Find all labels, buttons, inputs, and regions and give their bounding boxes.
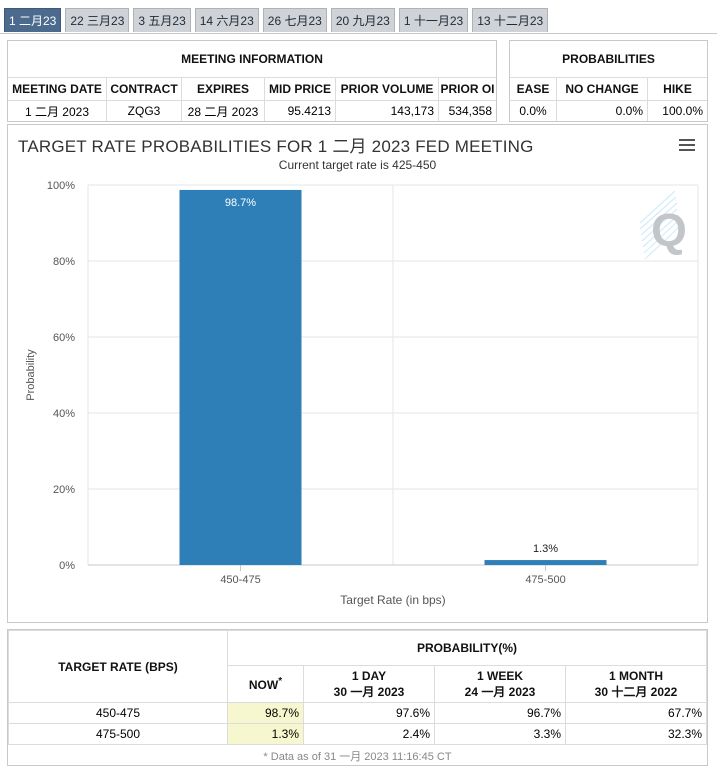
expires-value: 28 二月 2023 [181,100,265,121]
one-day-cell: 97.6% [303,702,435,724]
now-cell: 98.7% [227,702,304,724]
meeting-information-panel: MEETING INFORMATION MEETING DATE CONTRAC… [7,40,497,122]
header-hike: HIKE [647,77,707,101]
x-axis-title: Target Rate (in bps) [340,593,445,607]
rate-cell: 450-475 [8,702,228,724]
mid-price-value: 95.4213 [264,100,336,121]
header-no-change: NO CHANGE [556,77,648,101]
probabilities-panel: PROBABILITIES EASE NO CHANGE HIKE 0.0% 0… [509,40,708,122]
ease-value: 0.0% [510,100,557,121]
bar-450-475 [179,189,302,565]
one-week-header: 1 WEEK 24 一月 2023 [434,665,566,703]
one-month-header: 1 MONTH 30 十二月 2022 [565,665,707,703]
header-contract: CONTRACT [106,77,182,101]
data-label: 1.3% [533,543,558,555]
tab-13-dec-23[interactable]: 13 十二月23 [472,8,549,32]
tab-1-feb-23[interactable]: 1 二月23 [4,8,62,32]
meeting-information-table: MEETING DATE CONTRACT EXPIRES MID PRICE … [8,77,496,121]
one-day-label: 1 DAY [351,668,387,683]
tab-14-jun-23[interactable]: 14 六月23 [194,8,259,32]
one-week-cell: 3.3% [434,723,566,745]
probability-history-table: TARGET RATE (BPS) PROBABILITY(%) NOW* 1 … [8,630,707,745]
now-label: NOW [248,678,279,692]
x-tick-label: 475-500 [525,574,565,586]
one-week-label: 1 WEEK [476,668,523,683]
hike-value: 100.0% [647,100,707,121]
probabilities-table: EASE NO CHANGE HIKE 0.0% 0.0% 100.0% [510,77,707,121]
one-month-cell: 67.7% [565,702,707,724]
one-month-label: 1 MONTH [609,668,663,683]
header-meeting-date: MEETING DATE [8,77,107,101]
y-tick-label: 0% [59,560,75,572]
cme-logo-icon: Q [639,190,687,260]
data-timestamp-footnote: * Data as of 31 一月 2023 11:16:45 CT [263,751,452,763]
one-week-date: 24 一月 2023 [464,684,536,699]
table-row: 450-475 98.7% 97.6% 96.7% 67.7% [8,702,707,724]
header-expires: EXPIRES [181,77,265,101]
tab-1-nov-23[interactable]: 1 十一月23 [398,8,469,32]
now-header: NOW* [227,665,304,703]
prior-oi-value: 534,358 [438,100,496,121]
one-month-date: 30 十二月 2022 [594,684,678,699]
probability-group-header: PROBABILITY(%) [227,630,707,666]
tab-3-may-23[interactable]: 3 五月23 [133,8,191,32]
data-label: 98.7% [225,197,256,209]
header-ease: EASE [510,77,557,101]
probability-bar-chart: 0% 20% 40% 60% 80% 100% 98.7% 450-475 1.3% 475-50… [25,180,699,607]
meeting-information-title: MEETING INFORMATION [181,52,323,66]
one-month-cell: 32.3% [565,723,707,745]
one-day-cell: 2.4% [303,723,435,745]
chart-menu-icon[interactable] [679,139,695,152]
rate-cell: 475-500 [8,723,228,745]
prior-volume-value: 143,173 [335,100,439,121]
now-asterisk: * [278,676,283,687]
header-prior-volume: PRIOR VOLUME [335,77,439,101]
tab-26-jul-23[interactable]: 26 七月23 [262,8,327,32]
one-day-header: 1 DAY 30 一月 2023 [303,665,435,703]
logo-letter: Q [651,204,687,256]
tab-22-mar-23[interactable]: 22 三月23 [65,8,130,32]
meeting-date-value: 1 二月 2023 [8,100,107,121]
no-change-value: 0.0% [556,100,648,121]
bar-475-500 [484,560,607,565]
y-tick-label: 80% [53,256,75,268]
now-cell: 1.3% [227,723,304,745]
contract-value: ZQG3 [106,100,182,121]
tab-divider [0,33,717,34]
target-rate-header: TARGET RATE (BPS) [8,630,228,703]
y-tick-label: 100% [47,180,75,192]
meeting-tabs: 1 二月23 22 三月23 3 五月23 14 六月23 26 七月23 20… [4,8,549,34]
y-tick-label: 20% [53,484,75,496]
y-axis-title: Probability [25,349,37,401]
one-week-cell: 96.7% [434,702,566,724]
one-day-date: 30 一月 2023 [333,684,405,699]
y-tick-label: 40% [53,408,75,420]
tab-20-sep-23[interactable]: 20 九月23 [330,8,395,32]
header-mid-price: MID PRICE [264,77,336,101]
probabilities-title: PROBABILITIES [562,52,655,66]
y-tick-label: 60% [53,332,75,344]
table-row: 475-500 1.3% 2.4% 3.3% 32.3% [8,723,707,745]
chart-title: TARGET RATE PROBABILITIES FOR 1 二月 2023 … [18,137,534,156]
probability-history-panel: TARGET RATE (BPS) PROBABILITY(%) NOW* 1 … [7,629,708,766]
x-tick-label: 450-475 [220,574,260,586]
header-prior-oi: PRIOR OI [438,77,496,101]
chart-subtitle: Current target rate is 425-450 [278,158,437,172]
chart-panel: TARGET RATE PROBABILITIES FOR 1 二月 2023 … [7,124,708,623]
